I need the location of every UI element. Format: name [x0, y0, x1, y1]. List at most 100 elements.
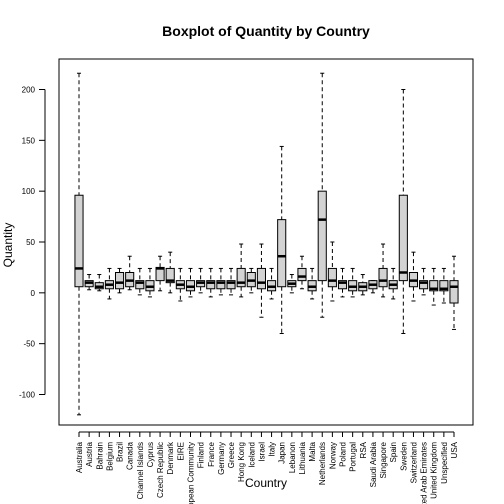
- box-portugal: [348, 267, 358, 298]
- x-tick-label: Unspecified: [440, 442, 449, 484]
- x-tick-label: Brazil: [116, 442, 125, 462]
- box-united-arab-emirates: [419, 267, 429, 296]
- x-tick-label: Finland: [197, 442, 206, 468]
- x-tick-label: Lebanon: [288, 442, 297, 473]
- box-lebanon: [287, 274, 297, 294]
- y-tick-label: 150: [22, 136, 36, 145]
- y-tick-label: -50: [23, 340, 35, 349]
- y-tick-label: 100: [22, 187, 36, 196]
- box-finland: [196, 267, 206, 294]
- x-tick-label: Netherlands: [318, 442, 327, 485]
- box-japan: [277, 145, 287, 334]
- box-norway: [327, 241, 337, 302]
- box-poland: [337, 267, 348, 298]
- box-spain: [388, 267, 398, 300]
- box-iqr: [317, 190, 327, 282]
- x-tick-label: Austria: [85, 441, 94, 466]
- x-tick-label: Singapore: [379, 441, 388, 478]
- x-tick-label: European Community: [186, 442, 195, 504]
- box-bahrain: [94, 274, 104, 292]
- x-tick-label: Iceland: [247, 442, 256, 468]
- x-axis-label: Country: [245, 476, 287, 490]
- x-tick-label: Australia: [75, 441, 84, 473]
- box-iqr: [114, 272, 125, 290]
- x-tick-label: Portugal: [349, 442, 358, 472]
- box-iqr: [277, 219, 287, 288]
- box-iqr: [429, 280, 439, 292]
- x-tick-label: Malta: [308, 441, 317, 461]
- box-malta: [307, 267, 317, 300]
- box-denmark: [165, 251, 175, 294]
- x-tick-label: Bahrain: [95, 442, 104, 470]
- x-axis: Australia Austria Bahrain Belgium Brazil Cana…: [75, 432, 459, 504]
- box-iqr: [337, 280, 348, 290]
- x-tick-label: France: [207, 441, 216, 466]
- x-tick-label: Israel: [257, 442, 266, 462]
- box-usa: [449, 255, 459, 330]
- box-channel-islands: [135, 267, 145, 296]
- box-iqr: [439, 280, 449, 292]
- box-series: [74, 72, 459, 416]
- plot-frame: [58, 58, 474, 426]
- x-tick-label: Sweden: [399, 442, 408, 471]
- x-tick-label: USA: [450, 441, 459, 458]
- x-tick-label: Hong Kong: [237, 442, 246, 482]
- box-european-community: [185, 267, 196, 298]
- box-netherlands: [317, 72, 327, 318]
- box-australia: [74, 72, 84, 416]
- x-tick-label: Czech Republic: [156, 442, 165, 498]
- x-tick-label: Italy: [268, 442, 277, 457]
- box-lithuania: [297, 255, 307, 290]
- box-singapore: [378, 243, 388, 298]
- y-tick-label: 200: [22, 86, 36, 95]
- box-hong-kong: [236, 243, 246, 298]
- y-axis: -100 -50 0 50 100 150 200: [19, 86, 45, 400]
- x-tick-label: United Kingdom: [430, 442, 439, 499]
- box-belgium: [104, 267, 114, 300]
- x-tick-label: Greece: [227, 441, 236, 468]
- box-switzerland: [408, 251, 419, 302]
- x-tick-label: Poland: [339, 442, 348, 467]
- box-iqr: [297, 267, 307, 282]
- box-cyprus: [145, 267, 155, 298]
- box-eire: [175, 267, 185, 302]
- box-iqr: [327, 267, 337, 288]
- box-iceland: [246, 267, 256, 294]
- box-brazil: [114, 267, 125, 294]
- x-tick-label: Japan: [278, 442, 287, 464]
- box-greece: [226, 267, 236, 296]
- x-tick-label: Saudi Arabia: [369, 441, 378, 487]
- x-tick-label: Lithuania: [298, 441, 307, 474]
- box-united-kingdom: [429, 267, 439, 306]
- box-iqr: [165, 267, 175, 284]
- box-iqr: [449, 280, 459, 304]
- box-austria: [84, 274, 94, 291]
- box-italy: [267, 267, 277, 300]
- box-rsa: [358, 274, 368, 296]
- box-iqr: [74, 194, 84, 288]
- box-saudi-arabia: [368, 280, 378, 294]
- x-tick-label: Switzerland: [409, 442, 418, 483]
- box-iqr: [226, 280, 236, 290]
- x-tick-label: United Arab Emirates: [420, 442, 429, 504]
- box-canada: [125, 255, 135, 291]
- x-tick-label: Denmark: [166, 441, 175, 474]
- chart-title: Boxplot of Quantity by Country: [162, 23, 370, 39]
- x-tick-label: Cyprus: [146, 442, 155, 467]
- box-iqr: [206, 280, 216, 290]
- y-tick-label: 0: [31, 289, 36, 298]
- x-tick-label: EIRE: [176, 442, 185, 461]
- box-france: [206, 267, 216, 298]
- y-axis-label: Quantity: [1, 223, 15, 268]
- x-tick-label: Channel Islands: [136, 442, 145, 499]
- x-tick-label: RSA: [359, 441, 368, 458]
- box-iqr: [419, 280, 429, 290]
- box-israel: [256, 243, 266, 318]
- box-iqr: [135, 280, 145, 290]
- box-sweden: [398, 89, 408, 334]
- y-tick-label: -100: [19, 391, 36, 400]
- box-iqr: [398, 194, 408, 282]
- box-iqr: [216, 280, 226, 290]
- x-tick-label: Germany: [217, 442, 226, 475]
